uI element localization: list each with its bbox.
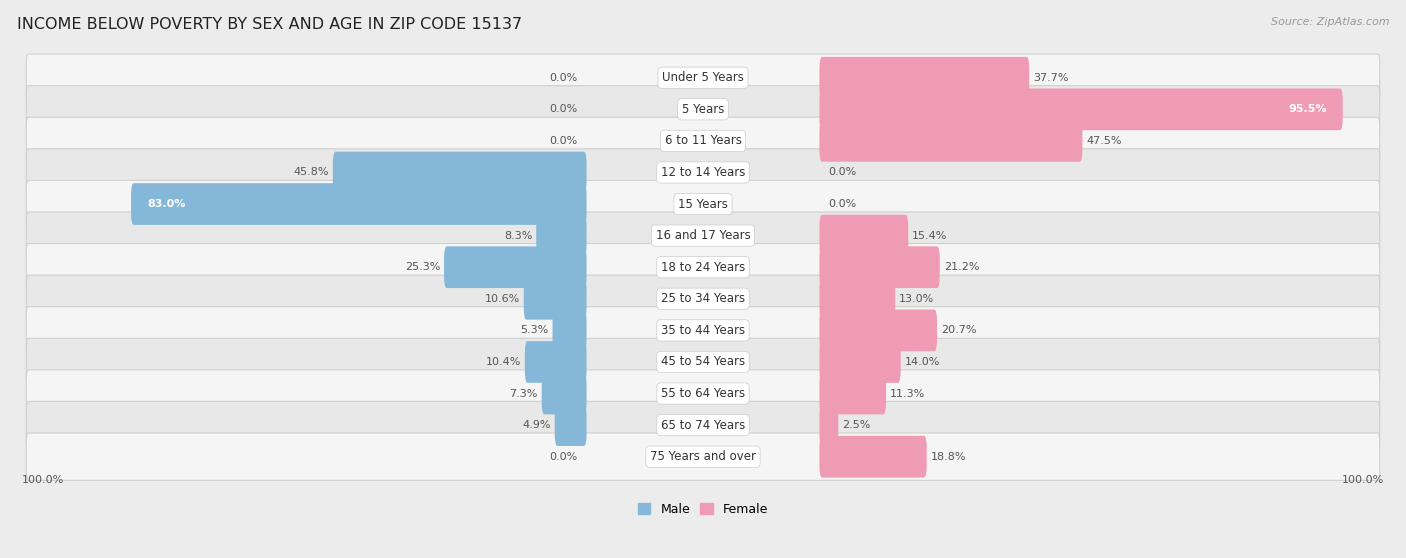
Text: 35 to 44 Years: 35 to 44 Years xyxy=(661,324,745,337)
FancyBboxPatch shape xyxy=(27,243,1379,291)
FancyBboxPatch shape xyxy=(555,404,586,446)
Text: 83.0%: 83.0% xyxy=(146,199,186,209)
FancyBboxPatch shape xyxy=(541,373,586,415)
FancyBboxPatch shape xyxy=(820,310,936,351)
FancyBboxPatch shape xyxy=(27,307,1379,354)
Text: 0.0%: 0.0% xyxy=(550,136,578,146)
Text: 12 to 14 Years: 12 to 14 Years xyxy=(661,166,745,179)
Legend: Male, Female: Male, Female xyxy=(633,498,773,521)
Text: 18 to 24 Years: 18 to 24 Years xyxy=(661,261,745,274)
Text: 13.0%: 13.0% xyxy=(900,294,935,304)
FancyBboxPatch shape xyxy=(27,401,1379,449)
Text: 0.0%: 0.0% xyxy=(550,104,578,114)
FancyBboxPatch shape xyxy=(27,180,1379,228)
FancyBboxPatch shape xyxy=(27,149,1379,196)
FancyBboxPatch shape xyxy=(333,152,586,193)
Text: 15.4%: 15.4% xyxy=(912,230,948,240)
FancyBboxPatch shape xyxy=(820,120,1083,162)
FancyBboxPatch shape xyxy=(820,341,901,383)
Text: 0.0%: 0.0% xyxy=(828,167,856,177)
FancyBboxPatch shape xyxy=(820,89,1343,130)
Text: 10.4%: 10.4% xyxy=(485,357,520,367)
Text: 45.8%: 45.8% xyxy=(294,167,329,177)
Text: 0.0%: 0.0% xyxy=(828,199,856,209)
FancyBboxPatch shape xyxy=(820,373,886,415)
FancyBboxPatch shape xyxy=(27,85,1379,133)
Text: 75 Years and over: 75 Years and over xyxy=(650,450,756,463)
Text: 20.7%: 20.7% xyxy=(941,325,977,335)
Text: 5.3%: 5.3% xyxy=(520,325,548,335)
Text: Under 5 Years: Under 5 Years xyxy=(662,71,744,84)
Text: 14.0%: 14.0% xyxy=(904,357,941,367)
FancyBboxPatch shape xyxy=(27,54,1379,102)
Text: 47.5%: 47.5% xyxy=(1087,136,1122,146)
FancyBboxPatch shape xyxy=(444,247,586,288)
FancyBboxPatch shape xyxy=(820,247,939,288)
Text: 25.3%: 25.3% xyxy=(405,262,440,272)
FancyBboxPatch shape xyxy=(524,278,586,320)
FancyBboxPatch shape xyxy=(553,310,586,351)
Text: 7.3%: 7.3% xyxy=(509,388,537,398)
Text: 95.5%: 95.5% xyxy=(1288,104,1327,114)
FancyBboxPatch shape xyxy=(27,275,1379,323)
Text: 5 Years: 5 Years xyxy=(682,103,724,116)
Text: 16 and 17 Years: 16 and 17 Years xyxy=(655,229,751,242)
FancyBboxPatch shape xyxy=(27,212,1379,259)
Text: 0.0%: 0.0% xyxy=(550,73,578,83)
Text: 100.0%: 100.0% xyxy=(1343,475,1385,485)
Text: INCOME BELOW POVERTY BY SEX AND AGE IN ZIP CODE 15137: INCOME BELOW POVERTY BY SEX AND AGE IN Z… xyxy=(17,17,522,32)
FancyBboxPatch shape xyxy=(820,436,927,478)
Text: 25 to 34 Years: 25 to 34 Years xyxy=(661,292,745,305)
FancyBboxPatch shape xyxy=(820,57,1029,99)
Text: 37.7%: 37.7% xyxy=(1033,73,1069,83)
FancyBboxPatch shape xyxy=(820,404,838,446)
Text: 45 to 54 Years: 45 to 54 Years xyxy=(661,355,745,368)
Text: 21.2%: 21.2% xyxy=(943,262,979,272)
FancyBboxPatch shape xyxy=(27,117,1379,165)
FancyBboxPatch shape xyxy=(27,338,1379,386)
Text: 18.8%: 18.8% xyxy=(931,451,966,461)
Text: 15 Years: 15 Years xyxy=(678,198,728,210)
Text: 11.3%: 11.3% xyxy=(890,388,925,398)
FancyBboxPatch shape xyxy=(820,215,908,257)
Text: 4.9%: 4.9% xyxy=(522,420,551,430)
Text: 55 to 64 Years: 55 to 64 Years xyxy=(661,387,745,400)
Text: 0.0%: 0.0% xyxy=(550,451,578,461)
Text: 100.0%: 100.0% xyxy=(21,475,63,485)
Text: Source: ZipAtlas.com: Source: ZipAtlas.com xyxy=(1271,17,1389,27)
Text: 65 to 74 Years: 65 to 74 Years xyxy=(661,418,745,431)
Text: 8.3%: 8.3% xyxy=(503,230,533,240)
FancyBboxPatch shape xyxy=(524,341,586,383)
Text: 10.6%: 10.6% xyxy=(485,294,520,304)
Text: 6 to 11 Years: 6 to 11 Years xyxy=(665,134,741,147)
FancyBboxPatch shape xyxy=(27,370,1379,417)
FancyBboxPatch shape xyxy=(27,433,1379,480)
FancyBboxPatch shape xyxy=(131,183,586,225)
Text: 2.5%: 2.5% xyxy=(842,420,870,430)
FancyBboxPatch shape xyxy=(820,278,896,320)
FancyBboxPatch shape xyxy=(536,215,586,257)
